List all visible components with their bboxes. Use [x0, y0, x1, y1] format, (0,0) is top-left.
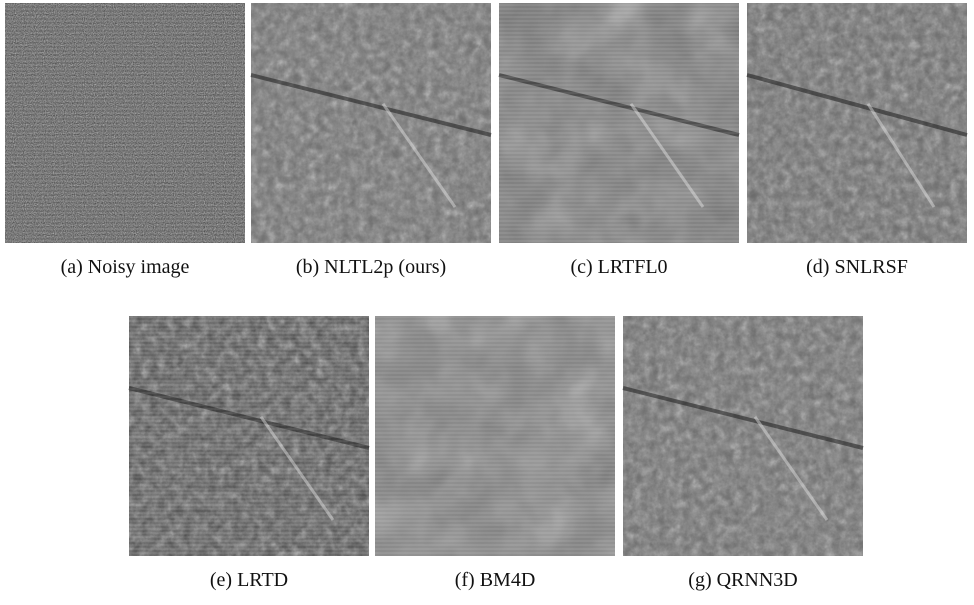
panel-caption: (c) LRTFL0	[570, 256, 667, 278]
panel-caption: (a) Noisy image	[61, 256, 190, 278]
panel-caption: (e) LRTD	[210, 569, 288, 591]
panel: (e) LRTD	[129, 316, 369, 591]
page: (a) Noisy image (b) NLTL2p (ours) (c) LRTF…	[0, 0, 974, 600]
panel: (f) BM4D	[375, 316, 615, 591]
panel-stripes	[129, 316, 369, 556]
panel: (d) SNLRSF	[747, 3, 967, 278]
panel-caption: (g) QRNN3D	[688, 569, 797, 591]
panel-caption: (b) NLTL2p (ours)	[296, 256, 446, 278]
panel-stripes	[499, 3, 739, 243]
panel-caption: (f) BM4D	[455, 569, 536, 591]
panel-stripes	[5, 3, 245, 243]
panel: (c) LRTFL0	[499, 3, 739, 278]
panel: (b) NLTL2p (ours)	[251, 3, 491, 278]
panel: (g) QRNN3D	[623, 316, 863, 591]
panel: (a) Noisy image	[5, 3, 245, 278]
panel-caption: (d) SNLRSF	[806, 256, 908, 278]
panel-stripes	[375, 316, 615, 556]
figure: (a) Noisy image (b) NLTL2p (ours) (c) LRTF…	[0, 0, 974, 600]
